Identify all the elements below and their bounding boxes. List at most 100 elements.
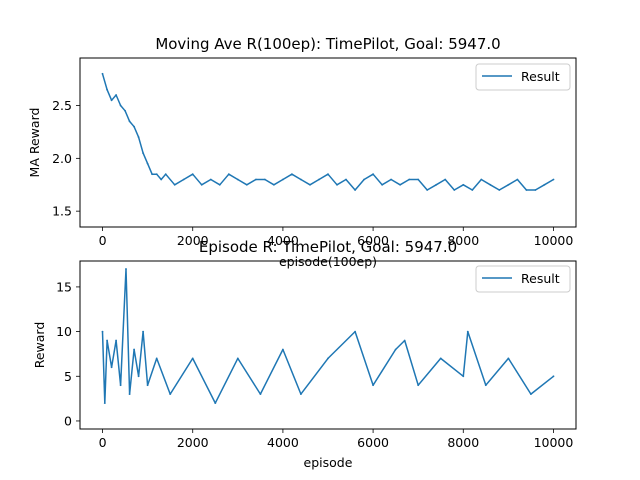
moving-average-data-point (534, 189, 537, 191)
episode-reward-data-point (137, 375, 140, 378)
episode-reward-data-point (484, 384, 487, 387)
moving-average-data-point (327, 173, 329, 176)
moving-average-ticks: 0 2000 4000 6000 8000 10000 1.5 2.0 2.5 (52, 98, 573, 248)
moving-average-data-point (444, 178, 447, 181)
moving-average-ytick-label: 2.0 (52, 151, 72, 166)
episode-reward-ytick-label: 5 (64, 369, 72, 384)
episode-reward-xtick-label: 4000 (267, 435, 299, 450)
moving-average-chart: 0 2000 4000 6000 8000 10000 1.5 2.0 2.5 Moving A… (27, 35, 577, 269)
episode-reward-data-point (282, 348, 284, 351)
episode-reward-xlabel: episode (304, 455, 353, 470)
episode-reward-ylabel: Reward (32, 322, 47, 369)
episode-reward-chart: 0 2000 4000 6000 8000 10000 0 5 10 15 Episode R: … (32, 238, 577, 470)
episode-reward-xtick-label: 8000 (447, 435, 479, 450)
moving-average-data-point (133, 125, 136, 128)
moving-average-title: Moving Ave R(100ep): TimePilot, Goal: 59… (155, 35, 500, 53)
moving-average-ytick-label: 2.5 (52, 98, 72, 113)
moving-average-data-point (489, 183, 492, 186)
episode-reward-data-point (146, 384, 149, 387)
moving-average-data-point (146, 162, 149, 165)
moving-average-data-point (390, 178, 392, 181)
episode-reward-data-point (214, 402, 217, 404)
episode-reward-data-point (417, 384, 420, 387)
episode-reward-legend-label: Result (521, 271, 560, 286)
moving-average-data-point (106, 88, 108, 91)
moving-average-data-point (408, 178, 411, 181)
moving-average-data-point (417, 178, 420, 181)
moving-average-data-point (191, 173, 194, 176)
episode-reward-ytick-label: 15 (56, 279, 72, 294)
moving-average-data-point (255, 178, 257, 181)
episode-reward-xtick-label: 10000 (534, 435, 574, 450)
episode-reward-title: Episode R: TimePilot, Goal: 5947.0 (199, 238, 457, 256)
moving-average-data-point (236, 178, 239, 181)
moving-average-data-point (399, 183, 401, 186)
episode-reward-ytick-label: 0 (64, 413, 72, 428)
moving-average-data-point (151, 173, 154, 176)
moving-average-data-point (142, 152, 145, 155)
moving-average-data-point (173, 183, 176, 186)
moving-average-axes-frame (79, 57, 577, 228)
moving-average-data-point (273, 183, 275, 186)
moving-average-data-point (525, 189, 528, 191)
episode-reward-data-point (142, 330, 145, 333)
moving-average-legend: Result (475, 63, 571, 91)
moving-average-legend-label: Result (521, 69, 560, 84)
moving-average-data-point (480, 178, 483, 181)
moving-average-data-point (435, 183, 438, 186)
episode-reward-ticks: 0 2000 4000 6000 8000 10000 0 5 10 15 (56, 279, 573, 450)
moving-average-data-point (381, 183, 383, 186)
moving-average-data-point (552, 178, 555, 181)
episode-reward-ytick-label: 10 (56, 324, 72, 339)
moving-average-data-point (282, 178, 284, 181)
moving-average-data-point (124, 109, 126, 112)
episode-reward-data-point (552, 375, 555, 378)
episode-reward-data-point (236, 357, 239, 360)
moving-average-data-point (291, 173, 293, 176)
moving-average-xtick-label: 8000 (447, 233, 479, 248)
episode-reward-data-point (354, 330, 356, 333)
moving-average-data-point (128, 120, 131, 123)
episode-reward-data-point (259, 393, 262, 395)
moving-average-data-point (209, 178, 212, 181)
moving-average-data-point (110, 99, 113, 102)
episode-reward-data-point (133, 348, 136, 351)
moving-average-data-point (543, 183, 546, 186)
moving-average-data-point (345, 178, 347, 181)
episode-reward-data-point (466, 330, 469, 333)
moving-average-xtick-label: 0 (99, 233, 107, 248)
moving-average-data-point (354, 189, 356, 191)
moving-average-series-line-0 (101, 73, 554, 191)
moving-average-data-point (426, 189, 429, 191)
moving-average-data-point (164, 173, 167, 176)
episode-reward-data-point (155, 357, 158, 360)
episode-reward-data-point (101, 330, 104, 333)
moving-average-data-point (300, 178, 302, 181)
moving-average-xtick-label: 10000 (534, 233, 574, 248)
episode-reward-data-point (403, 339, 406, 342)
episode-reward-data-point (327, 357, 329, 360)
moving-average-data-point (155, 173, 158, 176)
moving-average-data-point (182, 178, 185, 181)
moving-average-data-point (471, 189, 474, 191)
episode-reward-data-point (530, 393, 532, 395)
moving-average-data-point (115, 94, 117, 96)
episode-reward-data-point (106, 339, 108, 342)
moving-average-data-point (119, 104, 122, 107)
episode-reward-data-point (462, 375, 465, 378)
episode-reward-legend-box (475, 265, 571, 293)
moving-average-data-point (516, 178, 519, 181)
moving-average-data-point (363, 178, 365, 181)
episode-reward-data-point (439, 357, 442, 360)
episode-reward-data-point (372, 384, 374, 387)
episode-reward-data-point (191, 357, 194, 360)
moving-average-data-point (264, 178, 266, 181)
moving-average-data-point (507, 183, 510, 186)
moving-average-xtick-label: 2000 (177, 233, 209, 248)
episode-reward-data-point (169, 393, 172, 395)
moving-average-data-point (218, 183, 221, 186)
episode-reward-xtick-label: 2000 (177, 435, 209, 450)
episode-reward-legend: Result (475, 265, 571, 293)
moving-average-data-point (336, 183, 338, 186)
moving-average-data-point (101, 72, 104, 75)
